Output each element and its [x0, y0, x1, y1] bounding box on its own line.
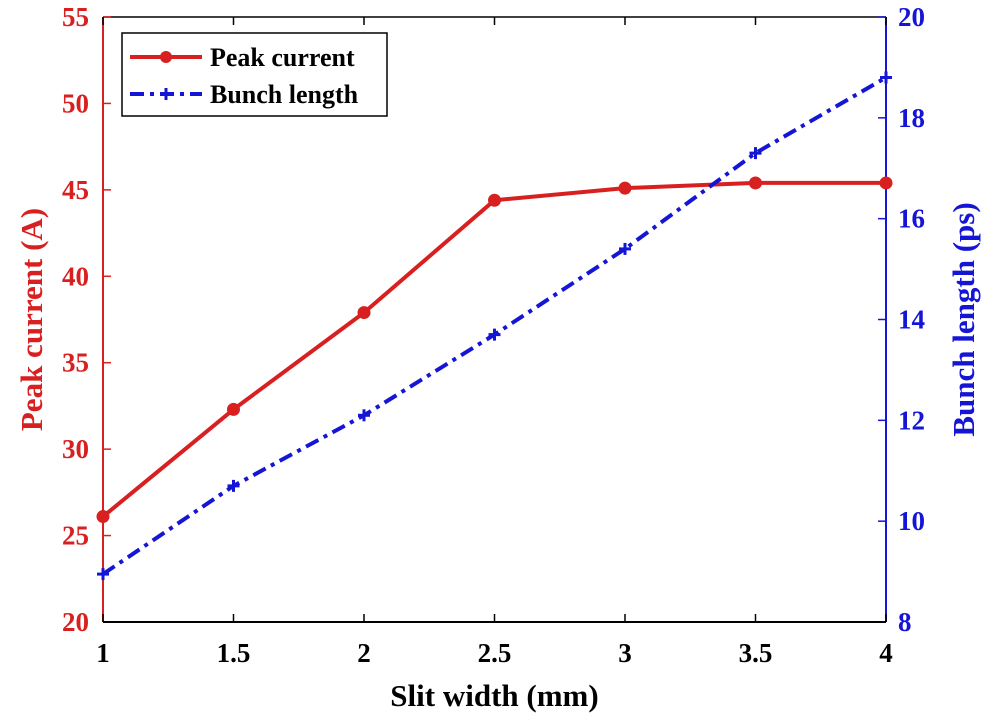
legend-box	[121, 32, 388, 117]
series-peak-current	[96, 176, 893, 524]
legend-entry-peak-current: Peak current	[130, 43, 355, 72]
x-axis: 1 1.5 2 2.5 3 3.5 4	[96, 17, 893, 668]
data-point	[227, 479, 240, 492]
left-tick-label: 55	[62, 2, 89, 32]
right-tick-label: 16	[898, 204, 925, 234]
left-tick-label: 50	[62, 88, 89, 118]
right-tick-label: 18	[898, 103, 925, 133]
legend: Peak current Bunch length	[121, 32, 388, 117]
series-bunch-length	[97, 71, 892, 581]
data-point	[749, 176, 762, 190]
left-tick-label: 30	[62, 434, 89, 464]
right-tick-label: 20	[898, 2, 925, 32]
legend-label: Peak current	[210, 43, 355, 72]
series-line	[101, 180, 886, 519]
series-line	[101, 75, 888, 576]
right-tick-label: 12	[898, 405, 925, 435]
left-tick-label: 35	[62, 348, 89, 378]
x-tick-label: 3.5	[739, 638, 773, 668]
x-tick-label: 1.5	[217, 638, 251, 668]
data-point	[357, 306, 371, 320]
left-y-axis: 20 25 30 35 40 45 50 55	[62, 2, 111, 637]
data-point	[749, 147, 762, 160]
data-point	[96, 510, 110, 524]
legend-marker	[160, 51, 172, 63]
data-point	[619, 242, 631, 255]
data-point	[488, 193, 501, 207]
left-y-axis-label: Peak current (A)	[14, 208, 49, 431]
series-layer	[96, 71, 893, 581]
right-tick-label: 8	[898, 607, 912, 637]
data-point	[97, 568, 109, 581]
data-point	[227, 402, 240, 416]
left-tick-label: 25	[62, 521, 89, 551]
x-tick-label: 2.5	[478, 638, 512, 668]
x-axis-label: Slit width (mm)	[390, 678, 598, 713]
data-point	[879, 176, 893, 190]
x-tick-label: 3	[618, 638, 632, 668]
legend-label: Bunch length	[210, 80, 359, 109]
x-tick-label: 1	[96, 638, 110, 668]
right-tick-label: 10	[898, 506, 925, 536]
right-y-axis: 8 10 12 14 16 18 20	[878, 2, 925, 637]
data-point	[880, 71, 892, 84]
data-point	[618, 181, 632, 195]
left-tick-label: 40	[62, 261, 89, 291]
data-point	[488, 328, 501, 341]
legend-entry-bunch-length: Bunch length	[130, 80, 359, 109]
left-tick-label: 45	[62, 175, 89, 205]
right-tick-label: 14	[898, 305, 925, 335]
x-tick-label: 2	[357, 638, 371, 668]
x-tick-label: 4	[879, 638, 893, 668]
right-y-axis-label: Bunch length (ps)	[946, 202, 981, 436]
data-point	[358, 409, 370, 422]
left-tick-label: 20	[62, 607, 89, 637]
